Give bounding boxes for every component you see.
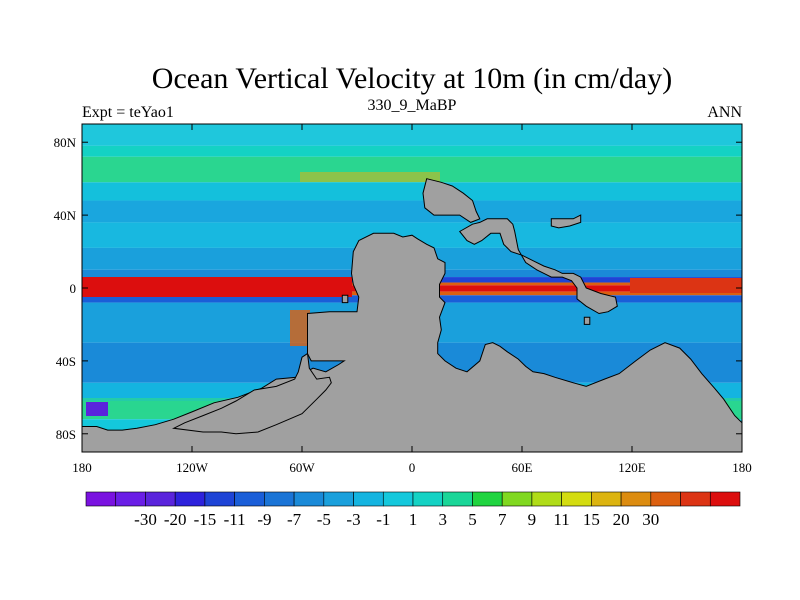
- y-tick-label: 40N: [54, 208, 77, 223]
- colorbar-label: 11: [553, 510, 569, 529]
- colorbar-label: -15: [194, 510, 217, 529]
- colorbar-swatch: [382, 491, 414, 507]
- colorbar-swatch: [115, 491, 146, 507]
- colorbar-label: -20: [164, 510, 187, 529]
- land-north-landmass: [422, 178, 481, 223]
- colorbar-swatch: [204, 491, 235, 507]
- land-east-islands: [550, 214, 582, 229]
- colorbar-label: -30: [134, 510, 157, 529]
- colorbar-label: -5: [317, 510, 331, 529]
- colorbar-swatch: [709, 491, 741, 507]
- colorbar-label: 20: [613, 510, 630, 529]
- colorbar-label: 30: [642, 510, 659, 529]
- land-west-arm-outer: [172, 352, 332, 435]
- colorbar-label: -1: [376, 510, 390, 529]
- colorbar-label: 5: [468, 510, 477, 529]
- x-tick-label: 60W: [289, 460, 315, 475]
- colorbar-swatch: [264, 491, 295, 507]
- x-tick-label: 120W: [176, 460, 209, 475]
- y-axis: 80N 40N 0 40S 80S: [54, 135, 742, 442]
- colorbar-swatch: [650, 491, 681, 507]
- land-islet-west: [341, 294, 349, 304]
- colorbar-label: 15: [583, 510, 600, 529]
- x-tick-label: 180: [72, 460, 92, 475]
- colorbar-swatch: [591, 491, 622, 507]
- field-band-0: [82, 124, 742, 146]
- y-tick-label: 80N: [54, 135, 77, 150]
- colorbar-label: 7: [498, 510, 507, 529]
- subtitle-left: Expt = teYao1: [82, 104, 174, 121]
- plot-area: [82, 124, 742, 452]
- pacific-deep-blue-patch: [86, 402, 108, 416]
- colorbar-swatch: [472, 491, 503, 507]
- x-tick-label: 120E: [618, 460, 646, 475]
- subtitle-center: 330_9_MaBP: [368, 97, 457, 114]
- land-east-blocks: [458, 218, 618, 315]
- field-band-4: [82, 200, 742, 223]
- x-tick-label: 0: [409, 460, 416, 475]
- colorbar-label: -9: [257, 510, 271, 529]
- colorbar-swatch: [442, 491, 473, 507]
- x-tick-label: 60E: [512, 460, 533, 475]
- colorbar-label: -11: [224, 510, 246, 529]
- y-tick-label: 0: [70, 281, 77, 296]
- colorbar-swatch: [412, 491, 444, 507]
- colorbar-swatch: [234, 491, 265, 507]
- land-layer: [82, 178, 742, 452]
- colorbar-swatch: [680, 491, 711, 507]
- x-tick-label: 180: [732, 460, 752, 475]
- colorbar-swatch: [561, 491, 592, 507]
- colorbar-label: -3: [346, 510, 360, 529]
- colorbar-swatch: [353, 491, 384, 507]
- colorbar-swatch: [531, 491, 562, 507]
- field-band-3: [82, 182, 742, 201]
- colorbar-label: 9: [528, 510, 537, 529]
- east-equatorial-upwelling: [630, 278, 742, 293]
- upwelling-band-north: [300, 172, 440, 182]
- y-tick-label: 40S: [56, 354, 76, 369]
- colorbar-swatch: [620, 491, 652, 507]
- field-band-1: [82, 145, 742, 157]
- land-islet-east: [583, 316, 591, 325]
- subtitle-right: ANN: [707, 104, 742, 121]
- colorbar-label: 1: [409, 510, 418, 529]
- south-coastal-upwelling: [290, 310, 310, 346]
- colorbar-swatch: [174, 491, 206, 507]
- colorbar-swatch: [85, 491, 117, 507]
- colorbar-swatch: [293, 491, 325, 507]
- chart-title: Ocean Vertical Velocity at 10m (in cm/da…: [152, 62, 672, 95]
- colorbar-label: -7: [287, 510, 302, 529]
- colorbar-swatch: [145, 491, 176, 507]
- colorbar-swatch: [501, 491, 533, 507]
- colorbar-label: 3: [438, 510, 447, 529]
- y-tick-label: 80S: [56, 427, 76, 442]
- colorbar-swatch: [323, 491, 354, 507]
- equatorial-cold-tongue-highlight: [82, 277, 352, 297]
- colorbar: -30 -20 -15 -11 -9 -7 -5 -3 -1 1 3 5 7 9 11 15 20 30: [85, 491, 741, 529]
- x-axis: 180 120W 60W 0 60E 120E 180: [72, 124, 752, 475]
